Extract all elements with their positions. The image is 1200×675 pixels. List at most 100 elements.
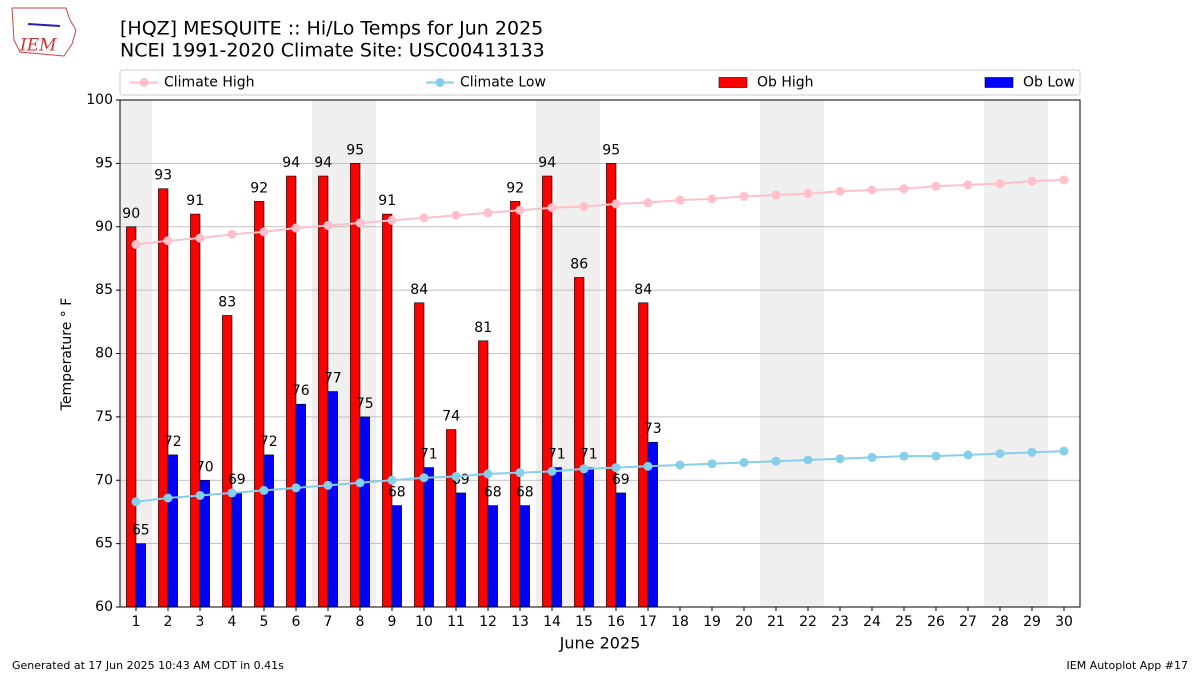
line-marker [739, 191, 749, 201]
y-tick-label: 100 [86, 92, 113, 108]
x-tick-label: 1 [132, 614, 141, 630]
line-marker [899, 451, 909, 461]
line-marker [1027, 176, 1037, 186]
x-tick-label: 28 [991, 614, 1009, 630]
line [135, 450, 1065, 503]
bar-value-label: 81 [474, 320, 492, 336]
x-tick-label: 12 [479, 614, 497, 630]
line-marker [867, 452, 877, 462]
line-marker [547, 466, 557, 476]
line-marker [259, 485, 269, 495]
legend-label: Climate Low [460, 75, 546, 91]
bar [359, 416, 370, 608]
bar-value-label: 65 [132, 523, 150, 539]
line-marker [419, 213, 429, 223]
x-tick-label: 18 [671, 614, 689, 630]
chart-title: [HQZ] MESQUITE :: Hi/Lo Temps for Jun 20… [120, 18, 543, 40]
line [135, 178, 1065, 246]
bar-value-label: 76 [292, 383, 310, 399]
line-marker [995, 179, 1005, 189]
bar-value-label: 68 [516, 485, 534, 501]
x-tick-label: 15 [575, 614, 593, 630]
bar [510, 201, 521, 608]
line-marker [707, 459, 717, 469]
line-marker [451, 471, 461, 481]
line-marker [963, 180, 973, 190]
x-tick-label: 25 [895, 614, 913, 630]
line-marker [195, 490, 205, 500]
bar-value-label: 90 [122, 206, 140, 222]
legend-swatch [718, 77, 748, 88]
bar [423, 467, 434, 608]
bar-value-label: 91 [378, 193, 396, 209]
bar-value-label: 91 [186, 193, 204, 209]
x-tick-label: 19 [703, 614, 721, 630]
bar [519, 505, 530, 608]
logo-line [27, 23, 61, 27]
line-marker [387, 215, 397, 225]
bar [231, 492, 242, 608]
line-marker [515, 205, 525, 215]
bar-value-label: 77 [324, 371, 342, 387]
legend-label: Ob High [757, 75, 814, 91]
bar-value-label: 69 [228, 472, 246, 488]
line-marker [291, 483, 301, 493]
bar-value-label: 95 [602, 142, 620, 158]
bar-value-label: 95 [346, 142, 364, 158]
line-marker [931, 181, 941, 191]
x-tick-label: 8 [356, 614, 365, 630]
bar-value-label: 69 [612, 472, 630, 488]
line-marker [163, 236, 173, 246]
line-marker [579, 201, 589, 211]
bar [135, 543, 146, 608]
line-marker [803, 189, 813, 199]
x-tick-label: 9 [388, 614, 397, 630]
line-marker [835, 454, 845, 464]
bar [350, 163, 361, 608]
line-marker [195, 233, 205, 243]
legend-swatch [984, 77, 1014, 88]
y-tick-label: 70 [95, 472, 113, 488]
bar [574, 277, 585, 608]
bar-value-label: 71 [580, 447, 598, 463]
bar-value-label: 94 [538, 155, 556, 171]
x-tick-label: 5 [260, 614, 269, 630]
logo-text: IEM [19, 36, 57, 56]
y-tick-label: 75 [95, 409, 113, 425]
line-marker [579, 464, 589, 474]
bar [542, 175, 553, 608]
line-marker [451, 210, 461, 220]
line-marker [259, 227, 269, 237]
line-marker [739, 458, 749, 468]
x-axis-label: June 2025 [559, 634, 641, 653]
legend-label: Climate High [164, 75, 255, 91]
legend-box [119, 69, 1081, 96]
x-tick-label: 13 [511, 614, 529, 630]
x-tick-label: 4 [228, 614, 237, 630]
line-marker [835, 186, 845, 196]
chart-subtitle: NCEI 1991-2020 Climate Site: USC00413133 [120, 40, 545, 62]
line-marker [867, 185, 877, 195]
bar-value-label: 70 [196, 459, 214, 475]
y-tick-label: 65 [95, 536, 113, 552]
line-marker [323, 220, 333, 230]
bar [615, 492, 626, 608]
line-marker [547, 203, 557, 213]
x-tick-label: 17 [639, 614, 657, 630]
line-marker [1059, 175, 1069, 185]
x-tick-label: 2 [164, 614, 173, 630]
footer-left: Generated at 17 Jun 2025 10:43 AM CDT in… [12, 659, 284, 672]
line-marker [899, 184, 909, 194]
bar [638, 302, 649, 608]
bar [158, 188, 169, 608]
x-tick-label: 24 [863, 614, 881, 630]
bar [190, 213, 201, 608]
bar-value-label: 75 [356, 396, 374, 412]
bar-value-label: 94 [314, 155, 332, 171]
bar [606, 163, 617, 608]
line-marker [675, 195, 685, 205]
line-marker [131, 497, 141, 507]
bar [487, 505, 498, 608]
bar [551, 467, 562, 608]
